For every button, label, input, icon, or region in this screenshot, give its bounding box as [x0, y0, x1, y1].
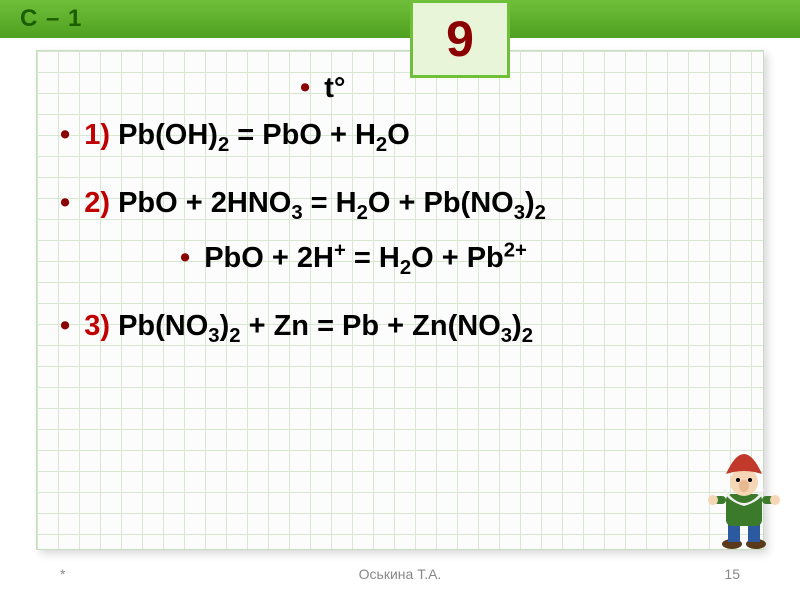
- eq1-number: 1): [84, 119, 110, 151]
- header-title: С – 1: [20, 5, 82, 33]
- gnome-character-icon: [704, 440, 784, 550]
- bullet-icon: •: [60, 119, 70, 151]
- bullet-icon: •: [300, 72, 310, 104]
- eq2-text: PbO + 2HNO3 = H2O + Pb(NO3)2: [118, 187, 546, 219]
- ionic-equation: • PbO + 2H+ = H2O + Pb2+: [60, 240, 740, 281]
- footer-author: Оськина Т.А.: [359, 566, 442, 582]
- equation-1: • 1) Pb(OH)2 = PbO + H2O: [60, 119, 740, 157]
- equation-2: • 2) PbO + 2HNO3 = H2O + Pb(NO3)2: [60, 187, 740, 225]
- eq3-text: Pb(NO3)2 + Zn = Pb + Zn(NO3)2: [118, 310, 533, 342]
- grade-value: 9: [446, 10, 474, 68]
- footer: * Оськина Т.А. 15: [0, 566, 800, 582]
- eq3-number: 3): [84, 310, 110, 342]
- header-bar: С – 1: [0, 0, 800, 38]
- equations-block: • t° • 1) Pb(OH)2 = PbO + H2O • 2) PbO +…: [60, 72, 740, 363]
- eq2-number: 2): [84, 187, 110, 219]
- equation-3: • 3) Pb(NO3)2 + Zn = Pb + Zn(NO3)2: [60, 310, 740, 348]
- eq1-text: Pb(OH)2 = PbO + H2O: [118, 119, 410, 151]
- temperature-line: • t°: [60, 72, 740, 105]
- footer-page: 15: [724, 566, 740, 582]
- ion-text: PbO + 2H+ = H2O + Pb2+: [204, 242, 527, 274]
- temp-symbol: t°: [324, 72, 345, 104]
- grade-badge: 9: [410, 0, 510, 78]
- bullet-icon: •: [60, 310, 70, 342]
- footer-star: *: [60, 566, 65, 582]
- bullet-icon: •: [60, 187, 70, 219]
- bullet-icon: •: [180, 242, 190, 274]
